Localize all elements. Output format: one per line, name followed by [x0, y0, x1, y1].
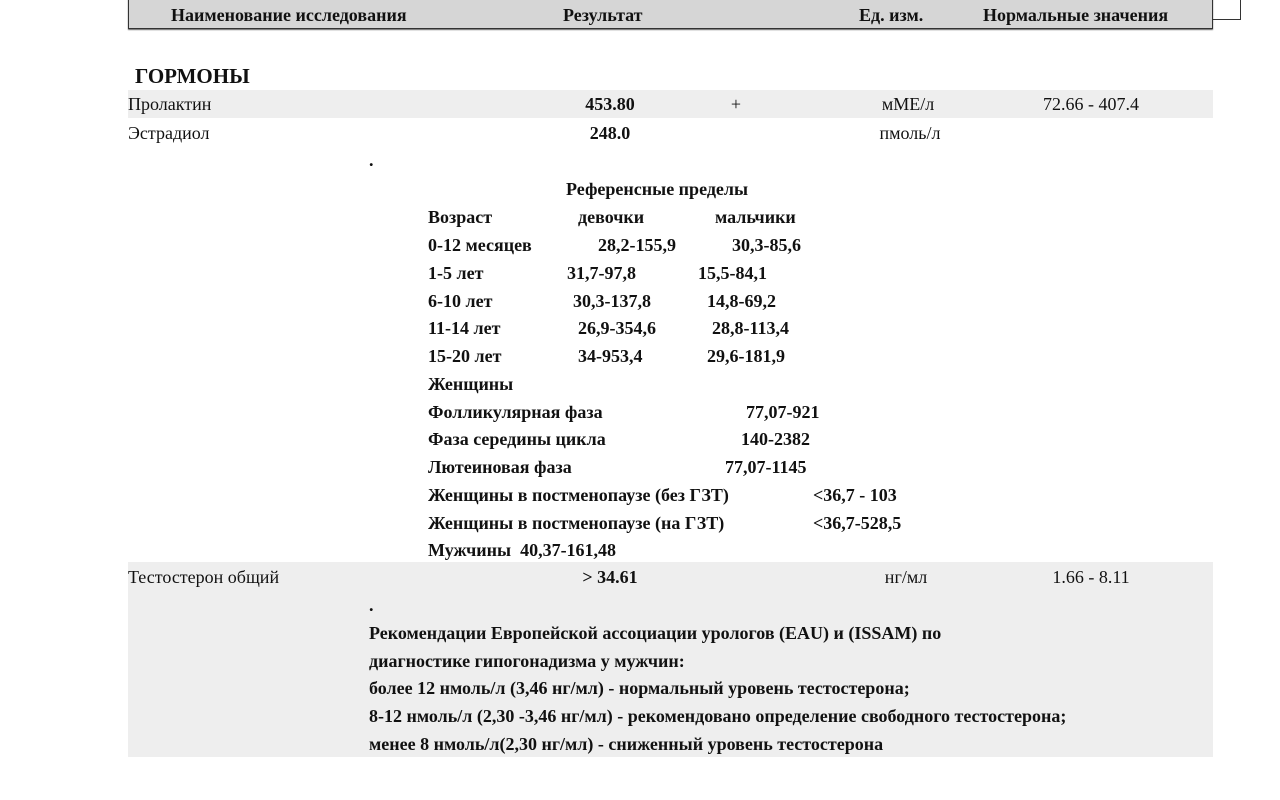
col-boys: мальчики — [715, 207, 796, 227]
women-label: Женщины — [428, 374, 514, 394]
age-label: 11-14 лет — [428, 318, 501, 338]
phase-range: 77,07-1145 — [725, 457, 807, 477]
header-name: Наименование исследования — [171, 5, 407, 25]
note-dot: . — [369, 150, 374, 170]
note-line: диагностике гипогонадизма у мужчин: — [369, 651, 685, 671]
test-normal: 1.66 - 8.11 — [1052, 567, 1130, 587]
abnormal-flag: + — [730, 94, 742, 114]
header-normal: Нормальные значения — [983, 5, 1169, 25]
test-name: Пролактин — [128, 94, 212, 114]
phase-label: Фолликулярная фаза — [428, 402, 603, 422]
note-dot: . — [369, 595, 374, 615]
row-band — [128, 90, 1213, 118]
girls-range: 31,7-97,8 — [567, 263, 636, 283]
divider — [1212, 19, 1240, 20]
header-unit: Ед. изм. — [859, 5, 924, 25]
phase-label: Фаза середины цикла — [428, 429, 606, 449]
col-age: Возраст — [428, 207, 493, 227]
boys-range: 29,6-181,9 — [707, 346, 785, 366]
header-result: Результат — [563, 5, 643, 25]
boys-range: 15,5-84,1 — [698, 263, 767, 283]
boys-range: 28,8-113,4 — [712, 318, 790, 338]
phase-range: <36,7-528,5 — [813, 513, 902, 533]
test-result: 248.0 — [589, 123, 631, 143]
phase-range: 77,07-921 — [746, 402, 820, 422]
phase-label: Женщины в постменопаузе (на ГЗТ) — [428, 513, 725, 533]
boys-range: 14,8-69,2 — [707, 291, 776, 311]
section-title: ГОРМОНЫ — [135, 64, 250, 88]
girls-range: 26,9-354,6 — [578, 318, 656, 338]
test-result: > 34.61 — [582, 567, 638, 587]
age-label: 15-20 лет — [428, 346, 502, 366]
test-result: 453.80 — [585, 94, 635, 114]
test-name: Эстрадиол — [128, 123, 210, 143]
reference-title: Референсные пределы — [566, 179, 749, 199]
age-label: 0-12 месяцев — [428, 235, 532, 255]
test-normal: 72.66 - 407.4 — [1043, 94, 1139, 114]
age-label: 6-10 лет — [428, 291, 493, 311]
test-unit: нг/мл — [884, 567, 928, 587]
phase-label: Женщины в постменопаузе (без ГЗТ) — [428, 485, 729, 505]
note-line: более 12 нмоль/л (3,46 нг/мл) - нормальн… — [369, 678, 910, 698]
note-line: Рекомендации Европейской ассоциации урол… — [369, 623, 942, 643]
note-line: менее 8 нмоль/л(2,30 нг/мл) - сниженный … — [369, 734, 884, 754]
girls-range: 30,3-137,8 — [573, 291, 651, 311]
row-band — [128, 562, 1213, 757]
test-name: Тестостерон общий — [128, 567, 280, 587]
col-girls: девочки — [578, 207, 645, 227]
girls-range: 34-953,4 — [578, 346, 643, 366]
table-header: Наименование исследования Результат Ед. … — [128, 0, 1213, 29]
age-label: 1-5 лет — [428, 263, 484, 283]
phase-range: 140-2382 — [741, 429, 810, 449]
phase-range: <36,7 - 103 — [813, 485, 897, 505]
divider — [1240, 0, 1241, 20]
phase-label: Лютеиновая фаза — [428, 457, 572, 477]
girls-range: 28,2-155,9 — [598, 235, 676, 255]
boys-range: 30,3-85,6 — [732, 235, 801, 255]
note-line: 8-12 нмоль/л (2,30 -3,46 нг/мл) - рекоме… — [369, 706, 1067, 726]
test-unit: мМЕ/л — [881, 94, 935, 114]
men-range: Мужчины 40,37-161,48 — [428, 540, 617, 560]
test-unit: пмоль/л — [879, 123, 941, 143]
